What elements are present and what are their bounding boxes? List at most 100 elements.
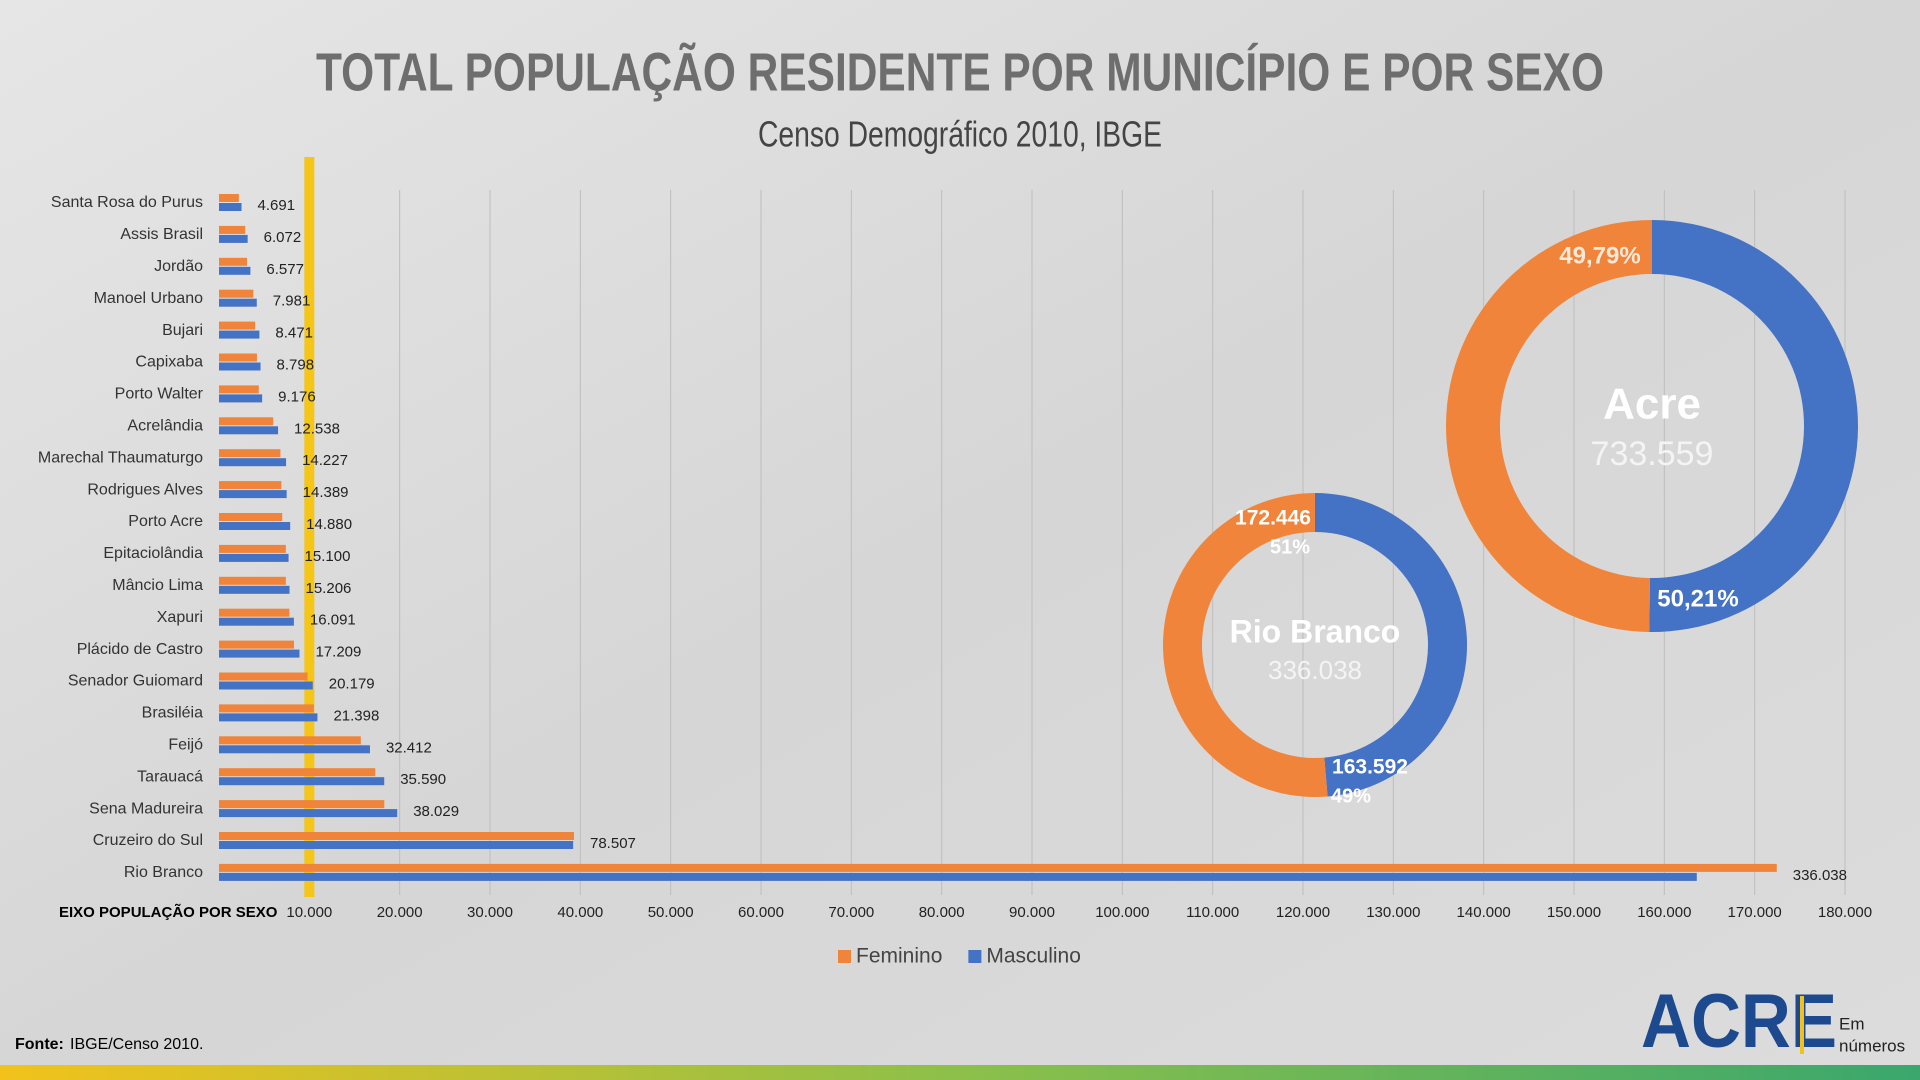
total-label: 336.038 xyxy=(1793,867,1847,884)
y-tick-label: Feijó xyxy=(168,737,203,754)
y-tick-label: Mâncio Lima xyxy=(112,577,203,594)
bar xyxy=(219,649,300,658)
y-tick-label: Jordão xyxy=(154,258,203,275)
bar xyxy=(219,863,1777,872)
donut-percent-label: 51% xyxy=(1270,536,1310,558)
bar xyxy=(219,289,254,298)
bar xyxy=(219,194,239,202)
bar xyxy=(219,362,261,371)
x-tick-label: 30.000 xyxy=(467,904,513,921)
bar xyxy=(219,394,263,403)
bar xyxy=(219,800,385,809)
legend-label: Masculino xyxy=(986,945,1081,968)
total-label: 12.538 xyxy=(294,420,340,437)
y-tick-label: Plácido de Castro xyxy=(77,641,203,658)
x-tick-label: 20.000 xyxy=(377,904,423,921)
total-label: 8.798 xyxy=(277,356,315,373)
bar xyxy=(219,553,289,562)
x-tick-label: 50.000 xyxy=(648,904,694,921)
y-tick-label: Acrelândia xyxy=(127,418,203,435)
x-tick-label: 110.000 xyxy=(1186,904,1239,921)
total-label: 6.577 xyxy=(266,261,304,278)
total-label: 32.412 xyxy=(386,739,432,756)
y-tick-label: Xapuri xyxy=(157,609,203,626)
bar xyxy=(219,872,1697,881)
bar xyxy=(219,513,283,521)
y-tick-label: Brasiléia xyxy=(142,705,203,722)
bar xyxy=(219,234,248,243)
x-tick-label: 60.000 xyxy=(738,904,784,921)
bar xyxy=(219,481,282,490)
donut-segment xyxy=(1649,220,1858,632)
x-tick-label: 70.000 xyxy=(828,904,874,921)
donut-title: Acre xyxy=(1603,380,1701,429)
legend-swatch xyxy=(968,950,982,963)
logo-text: números xyxy=(1839,1036,1905,1055)
source: IBGE/Censo 2010. xyxy=(70,1036,203,1053)
y-tick-label: Porto Acre xyxy=(128,513,203,530)
bar xyxy=(219,736,361,745)
y-tick-label: Sena Madureira xyxy=(89,800,203,817)
bar xyxy=(219,353,257,362)
donut-value-label: 50,21% xyxy=(1657,585,1738,612)
total-label: 14.227 xyxy=(302,452,348,469)
x-tick-label: 90.000 xyxy=(1009,904,1055,921)
logo-accent xyxy=(1800,996,1804,1054)
legend: Feminino Masculino xyxy=(838,945,1081,968)
x-tick-label: 150.000 xyxy=(1547,904,1601,921)
bar xyxy=(219,458,287,467)
bottom-stripe xyxy=(0,1065,1920,1080)
bar xyxy=(219,225,246,234)
total-label: 14.389 xyxy=(303,484,349,501)
total-label: 4.691 xyxy=(258,197,296,214)
total-label: 21.398 xyxy=(333,707,379,724)
y-tick-label: Manoel Urbano xyxy=(94,290,204,307)
bar xyxy=(219,841,574,849)
total-label: 17.209 xyxy=(315,644,361,661)
y-tick-label: Santa Rosa do Purus xyxy=(51,194,203,211)
donuts xyxy=(1162,220,1858,798)
logo-text: Em xyxy=(1839,1014,1865,1033)
x-tick-label: 140.000 xyxy=(1457,904,1511,921)
total-label: 38.029 xyxy=(413,803,459,820)
bar xyxy=(219,640,294,649)
donut-percent-label: 49% xyxy=(1331,785,1371,807)
bar xyxy=(219,321,256,330)
donut-total: 733.559 xyxy=(1591,435,1714,473)
x-tick-label: 40.000 xyxy=(557,904,603,921)
bar xyxy=(219,490,287,499)
y-tick-label: Marechal Thaumaturgo xyxy=(38,449,203,466)
y-tick-label: Rodrigues Alves xyxy=(87,481,203,498)
donut-segment xyxy=(1445,220,1652,632)
y-tick-label: Bujari xyxy=(162,322,203,339)
total-label: 16.091 xyxy=(310,612,356,629)
total-label: 14.880 xyxy=(306,516,352,533)
y-tick-label: Porto Walter xyxy=(115,386,204,403)
total-label: 7.981 xyxy=(273,293,311,310)
y-tick-label: Cruzeiro do Sul xyxy=(93,832,203,849)
legend-swatch xyxy=(838,950,851,963)
donut-value-label: 163.592 xyxy=(1332,756,1408,779)
bar xyxy=(219,809,398,818)
donut-value-label: 49,79% xyxy=(1559,242,1640,269)
x-tick-label: 160.000 xyxy=(1637,904,1691,921)
bar xyxy=(219,745,370,754)
bar xyxy=(219,330,260,339)
x-tick-label: 180.000 xyxy=(1818,904,1872,921)
bar xyxy=(219,777,385,786)
bar xyxy=(219,608,290,617)
logo-name: ACRE xyxy=(1641,979,1837,1064)
reference-band xyxy=(304,157,315,897)
x-tick-label: 80.000 xyxy=(919,904,965,921)
bar xyxy=(219,832,575,840)
total-label: 15.206 xyxy=(306,580,352,597)
bar xyxy=(219,257,248,266)
x-tick-label: 100.000 xyxy=(1095,904,1149,921)
y-tick-label: Epitaciolândia xyxy=(103,545,203,562)
bar xyxy=(219,585,290,594)
x-tick-label: 170.000 xyxy=(1728,904,1782,921)
chart-title: TOTAL POPULAÇÃO RESIDENTE POR MUNICÍPIO … xyxy=(316,42,1604,102)
y-tick-label: Tarauacá xyxy=(137,768,203,785)
